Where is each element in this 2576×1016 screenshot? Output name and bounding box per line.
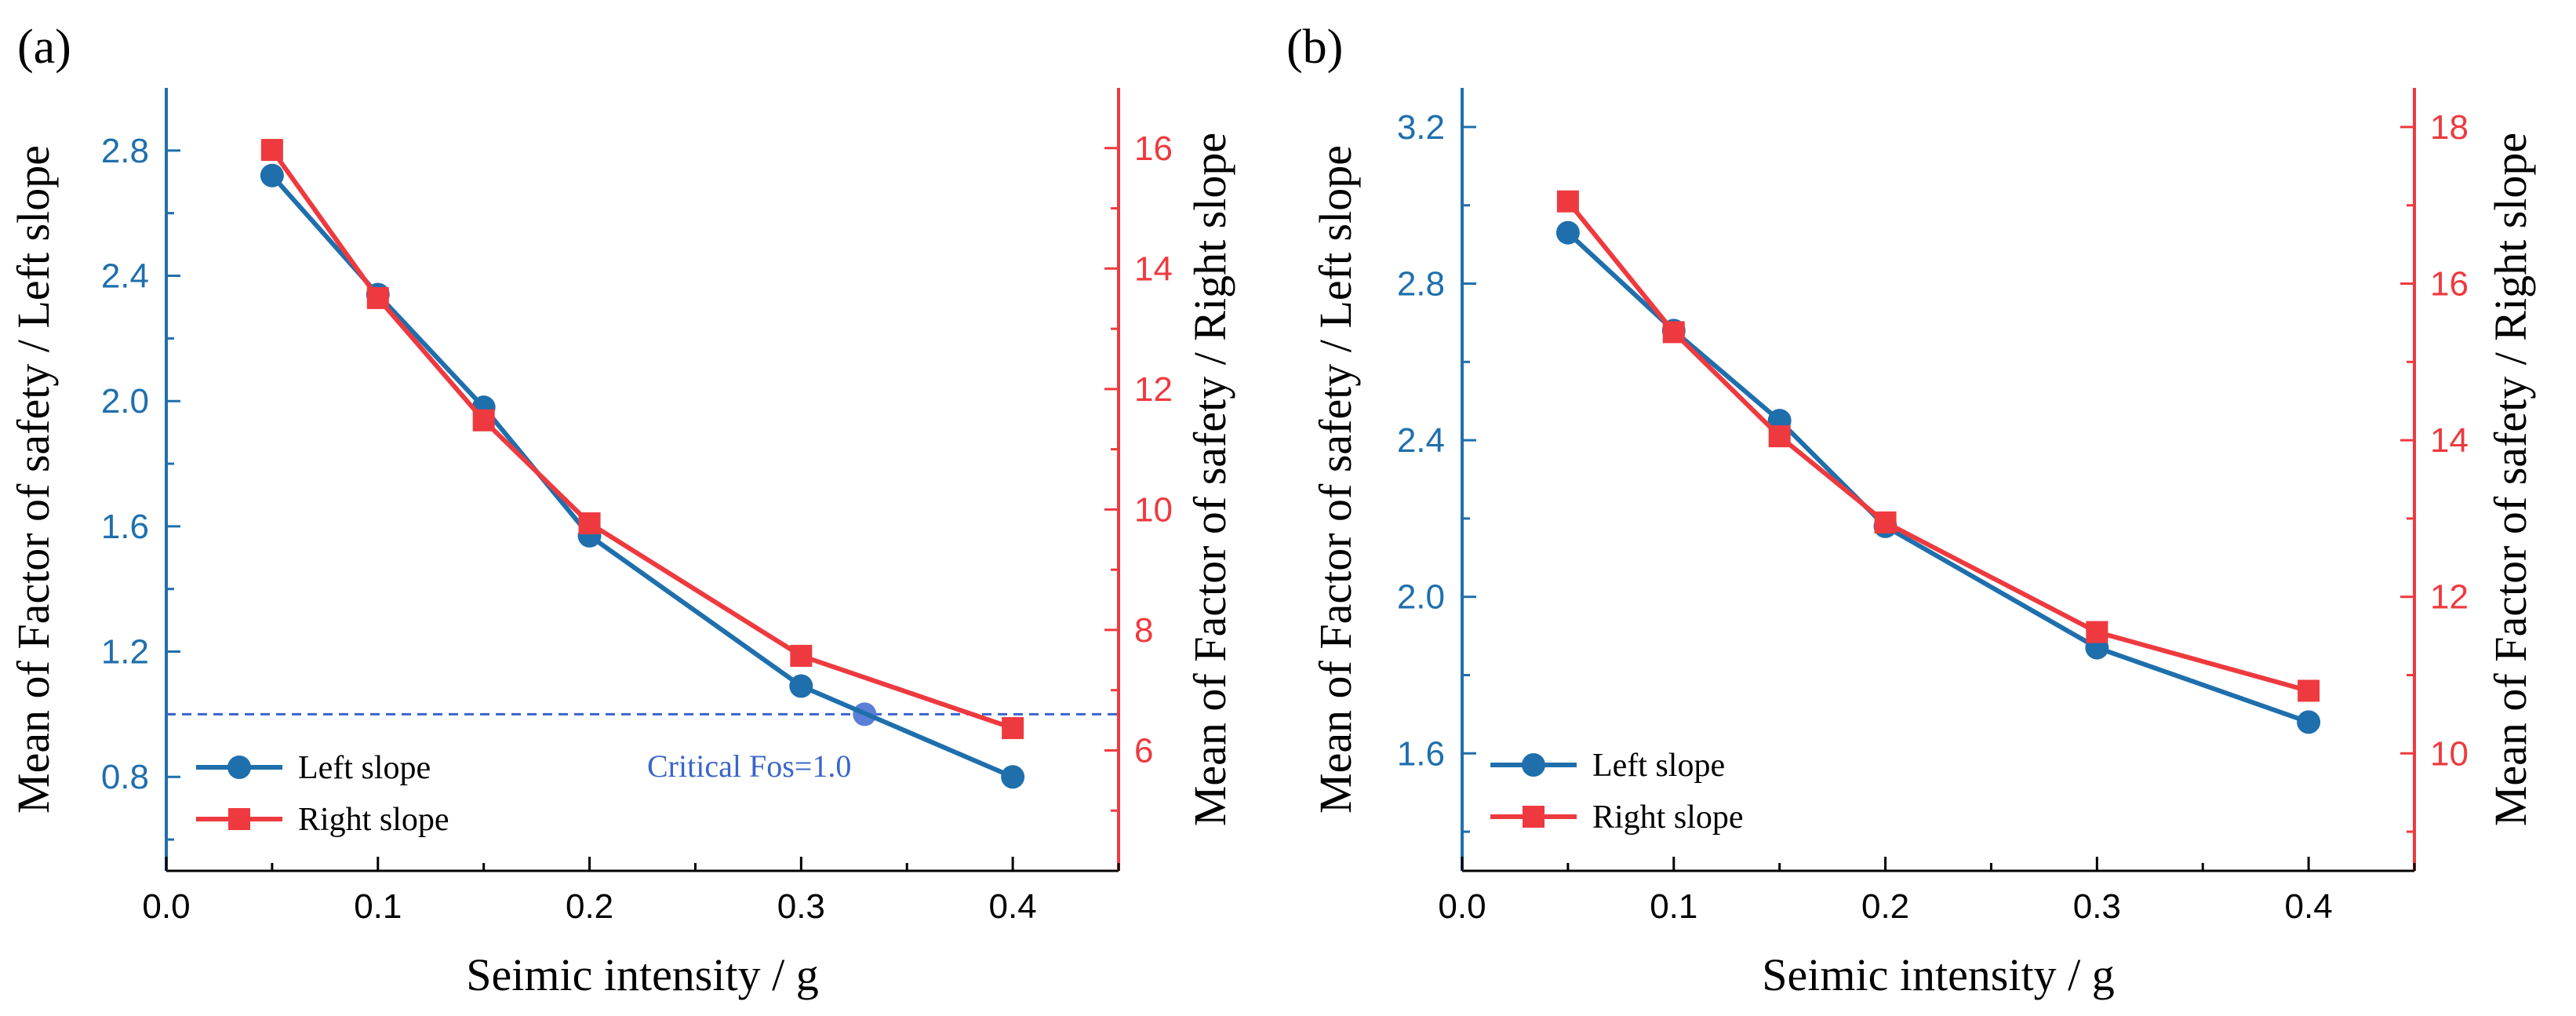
right-slope-point <box>260 139 283 162</box>
right-y-tick-label: 18 <box>2430 108 2469 147</box>
legend-label: Right slope <box>298 802 449 838</box>
left-y-tick-label: 3.2 <box>1397 108 1445 147</box>
left-y-tick-label: 1.6 <box>1397 734 1445 773</box>
left-y-tick-label: 2.0 <box>1397 578 1445 617</box>
right-y-tick-label: 8 <box>1134 611 1153 650</box>
left-y-tick-label: 2.4 <box>1397 421 1445 460</box>
right-y-axis-title: Mean of Factor of safety / Right slope <box>2485 133 2536 826</box>
left-y-tick-label: 1.6 <box>101 508 149 546</box>
left-slope-point <box>2297 710 2321 734</box>
left-slope-point <box>789 674 813 698</box>
right-y-tick-label: 6 <box>1134 731 1153 770</box>
right-slope-line <box>1566 199 2309 694</box>
panel-label: (a) <box>17 20 71 74</box>
left-y-tick-label: 2.8 <box>101 132 149 170</box>
left-y-tick-label: 2.8 <box>1397 265 1445 304</box>
right-y-tick-label: 16 <box>2430 265 2469 304</box>
x-tick-label: 0.1 <box>354 887 402 926</box>
x-tick-label: 0.3 <box>2073 887 2121 926</box>
x-axis-title: Seimic intensity / g <box>1762 949 2114 1000</box>
right-y-tick-label: 12 <box>1134 370 1173 409</box>
right-slope-point <box>472 409 495 432</box>
right-slope-point <box>1874 511 1897 533</box>
right-slope-point <box>1662 321 1685 344</box>
x-tick-label: 0.3 <box>777 887 825 926</box>
right-slope-point <box>578 512 601 535</box>
legend-label: Right slope <box>1592 799 1744 836</box>
legend-marker-square <box>228 808 250 830</box>
panel-a: (a) 0.0 0.1 0.2 0.3 0.4 0.8 1.2 1.6 2.0 2.4 2.8 6 8 10… <box>8 20 1235 1000</box>
legend-label: Left slope <box>298 750 431 786</box>
legend-marker-circle <box>227 756 251 779</box>
legend-label: Left slope <box>1592 748 1725 784</box>
right-slope-point <box>366 286 389 309</box>
panel-b: (b) 0.0 0.1 0.2 0.3 0.4 1.6 2.0 2.4 2.8 3.2 10 12 14 1… <box>1286 20 2536 1000</box>
x-tick-label: 0.0 <box>142 887 190 926</box>
left-slope-point <box>260 163 284 188</box>
critical-fos-label: Critical Fos=1.0 <box>647 748 851 784</box>
right-y-tick-label: 14 <box>1134 249 1173 288</box>
left-slope-line <box>1566 231 2310 725</box>
right-slope-line <box>270 148 1014 730</box>
right-y-tick-label: 14 <box>2430 421 2469 460</box>
x-tick-label: 0.4 <box>2285 887 2333 926</box>
legend-marker-circle <box>1522 753 1545 777</box>
left-y-tick-label: 2.4 <box>101 257 149 296</box>
panel-label: (b) <box>1286 20 1343 74</box>
right-slope-point <box>1556 190 1579 213</box>
x-tick-label: 0.0 <box>1438 887 1486 926</box>
x-tick-label: 0.1 <box>1650 887 1697 926</box>
left-y-axis-title: Mean of Factor of safety / Left slope <box>1310 145 1361 814</box>
right-slope-point <box>2086 621 2108 643</box>
left-y-tick-label: 0.8 <box>101 758 149 796</box>
left-slope-point <box>1001 765 1025 789</box>
right-slope-point <box>790 644 813 667</box>
left-y-tick-label: 1.2 <box>101 633 149 672</box>
left-y-axis-title: Mean of Factor of safety / Left slope <box>8 145 59 814</box>
right-slope-point <box>1768 425 1791 448</box>
right-y-tick-label: 16 <box>1134 129 1173 168</box>
left-slope-point <box>1555 220 1580 245</box>
right-slope-point <box>2298 679 2320 702</box>
left-y-tick-label: 2.0 <box>101 382 149 421</box>
x-tick-label: 0.2 <box>566 887 613 926</box>
x-axis-title: Seimic intensity / g <box>466 949 818 1000</box>
right-slope-point <box>1002 717 1024 740</box>
right-y-tick-label: 10 <box>2430 734 2469 773</box>
right-y-axis-title: Mean of Factor of safety / Right slope <box>1184 133 1235 826</box>
right-y-tick-label: 12 <box>2430 578 2469 617</box>
legend-marker-square <box>1523 806 1545 828</box>
x-tick-label: 0.2 <box>1861 887 1909 926</box>
x-tick-label: 0.4 <box>989 887 1037 926</box>
right-y-tick-label: 10 <box>1134 490 1173 529</box>
